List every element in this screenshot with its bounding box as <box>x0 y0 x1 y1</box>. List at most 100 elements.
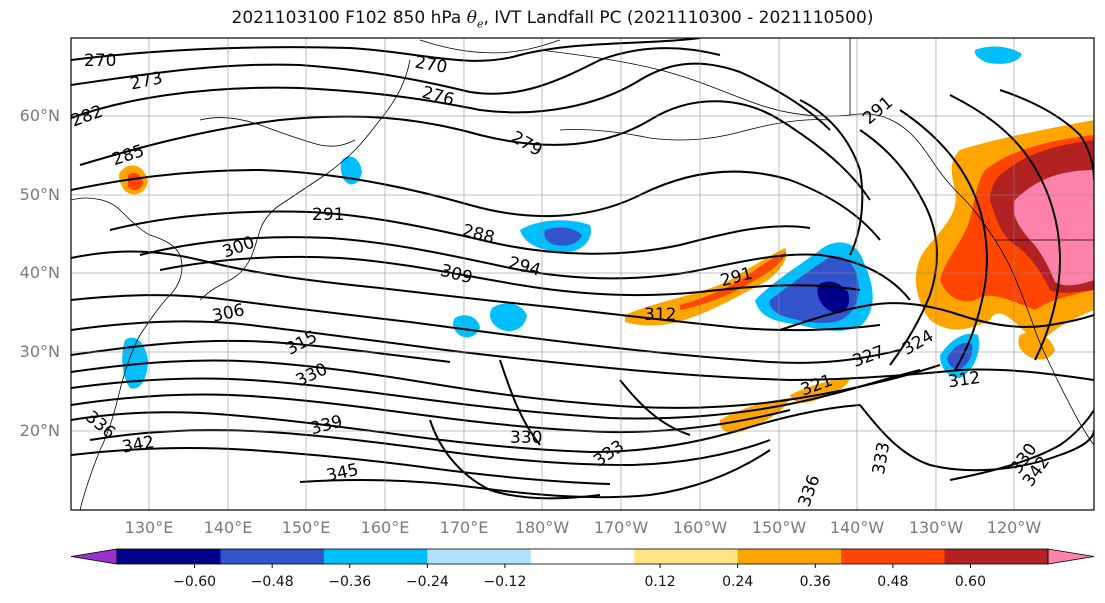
positive-anomaly-baja <box>1018 332 1055 360</box>
contour-nw-us-4 <box>999 89 1094 181</box>
theta-symbol: θ <box>466 8 477 28</box>
positive-anomaly-siberia-inner <box>128 172 143 190</box>
colorbar-frame <box>116 548 1049 565</box>
contour-label-270-west: 270 <box>84 51 116 71</box>
contour-279 <box>79 100 871 201</box>
contour-336 <box>71 404 861 454</box>
negative-anomaly-140w-core <box>817 281 850 314</box>
lon-label-140e: 140°E <box>203 518 253 537</box>
colorbar <box>70 548 1095 568</box>
theta-e-contours <box>71 38 1094 500</box>
map-title: 2021103100 F102 850 hPa θe, IVT Landfall… <box>0 8 1105 30</box>
colorbar-segment <box>634 549 739 564</box>
colorbar-segment <box>117 549 221 564</box>
colorbar-segment <box>427 549 532 564</box>
contour-321 <box>71 359 941 409</box>
contour-285 <box>71 168 881 241</box>
contour-330 <box>71 393 791 434</box>
contour-273 <box>71 47 721 95</box>
contour-label-291-west: 291 <box>312 205 344 225</box>
contour-339 <box>89 429 771 467</box>
colorbar-extend-low <box>70 548 118 565</box>
lon-label-170w: 170°W <box>593 518 649 537</box>
lon-label-120w: 120°W <box>986 518 1042 537</box>
colorbar-tick-label: −0.60 <box>173 574 217 590</box>
contour-315 <box>71 339 451 363</box>
title-prefix: 2021103100 F102 850 hPa <box>231 8 467 28</box>
positive-anomaly-nw-us-peak <box>1013 170 1094 286</box>
lon-label-160e: 160°E <box>360 518 410 537</box>
lon-label-160w: 160°W <box>672 518 728 537</box>
coast-japan <box>199 204 281 301</box>
coast-kurils <box>279 149 356 206</box>
lon-label-150e: 150°E <box>281 518 331 537</box>
contour-342-east <box>949 409 1094 481</box>
lat-label-60n: 60°N <box>19 106 60 125</box>
map-plot-area: 270 270 273 276 279 282 285 288 291 291 … <box>71 38 1094 510</box>
coast-kamchatka <box>354 59 411 151</box>
contour-270 <box>71 38 701 62</box>
lon-label-180w: 180°W <box>514 518 570 537</box>
colorbar-tick-label: −0.24 <box>405 574 449 590</box>
positive-anomaly-subtropical-streak-inner <box>680 252 786 310</box>
contour-342 <box>71 446 611 485</box>
positive-anomaly-subtropical-streak <box>625 248 787 326</box>
colorbar-segment <box>323 549 428 564</box>
contour-333-east <box>859 404 1094 472</box>
coast-aleutians <box>559 119 831 141</box>
colorbar-tick-label: −0.36 <box>328 574 372 590</box>
contour-nw-us-1 <box>859 129 938 366</box>
colorbar-segment <box>737 549 842 564</box>
negative-anomaly-180w-north-inner <box>544 227 582 246</box>
colorbar-segment <box>841 549 946 564</box>
contour-label-330-mid: 330 <box>510 428 542 448</box>
gridlines <box>71 38 1094 510</box>
coast-asia <box>71 197 183 510</box>
contour-trop-3 <box>619 379 691 436</box>
contour-label-312-east: 312 <box>947 368 982 392</box>
lon-label-170e: 170°E <box>439 518 489 537</box>
contour-nw-us-3 <box>949 94 1062 361</box>
contour-288 <box>109 210 811 255</box>
contour-nw-us-2 <box>899 109 988 371</box>
coast-arctic <box>419 39 561 54</box>
negative-anomaly-180w-south <box>490 303 527 332</box>
contour-345 <box>299 449 771 499</box>
lon-label-140w: 140°W <box>829 518 885 537</box>
colorbar-tick-label: 0.24 <box>722 574 754 590</box>
lon-label-130e: 130°E <box>124 518 174 537</box>
contour-trop-2 <box>499 359 541 446</box>
colorbar-tick-label: −0.12 <box>483 574 527 590</box>
colorbar-tick-label: −0.48 <box>250 574 294 590</box>
contour-294 <box>159 255 861 297</box>
coast-okhotsk <box>199 117 356 147</box>
coast-bc <box>964 199 1036 331</box>
negative-anomaly-kamchatka <box>453 315 480 338</box>
contour-312 <box>71 320 1094 382</box>
colorbar-tick-label: 0.12 <box>644 574 676 590</box>
negative-anomaly-alaska <box>974 46 1022 64</box>
contour-midlat-east-1 <box>779 302 1094 331</box>
theta-subscript: e <box>476 17 484 31</box>
lat-label-30n: 30°N <box>19 342 60 361</box>
contour-trop-1 <box>429 419 601 500</box>
lon-label-150w: 150°W <box>751 518 807 537</box>
map-frame <box>70 37 1095 511</box>
lat-label-20n: 20°N <box>19 421 60 440</box>
colorbar-tick-label: 0.48 <box>877 574 909 590</box>
lat-label-40n: 40°N <box>19 263 60 282</box>
contour-291 <box>139 236 911 301</box>
contour-300 <box>71 250 881 332</box>
colorbar-segment <box>944 549 1049 564</box>
coastlines <box>71 38 1094 510</box>
colorbar-segment <box>220 549 325 564</box>
colorbar-extend-high <box>1047 548 1095 565</box>
lon-label-130w: 130°W <box>908 518 964 537</box>
contour-label-312-mid: 312 <box>644 305 676 325</box>
contour-276 <box>71 62 831 131</box>
contour-306 <box>71 294 901 364</box>
colorbar-tick-label: 0.36 <box>799 574 831 590</box>
title-suffix: , IVT Landfall PC (2021110300 - 20211105… <box>483 8 874 28</box>
lat-label-50n: 50°N <box>19 185 60 204</box>
colorbar-tick-label: 0.60 <box>954 574 986 590</box>
